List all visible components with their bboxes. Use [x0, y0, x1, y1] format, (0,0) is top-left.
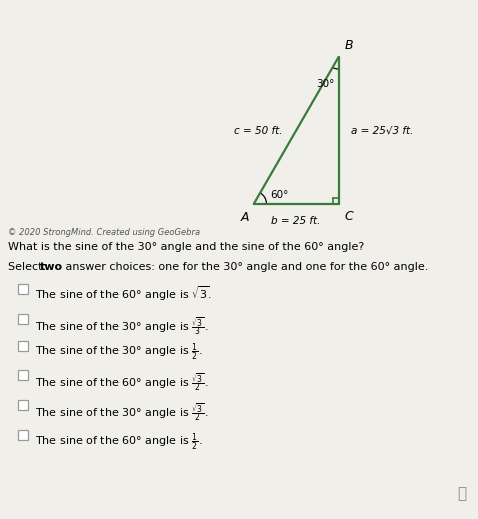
Bar	[18, 313, 28, 324]
Text: Select: Select	[8, 262, 46, 272]
Text: The sine of the 60° angle is $\frac{1}{2}$.: The sine of the 60° angle is $\frac{1}{2…	[35, 431, 202, 453]
Text: The sine of the 30° angle is $\frac{\sqrt{3}}{2}$.: The sine of the 30° angle is $\frac{\sqr…	[35, 401, 208, 424]
Text: C: C	[344, 210, 353, 223]
Text: The sine of the 30° angle is $\frac{1}{2}$.: The sine of the 30° angle is $\frac{1}{2…	[35, 342, 202, 363]
Text: B: B	[344, 39, 353, 52]
Bar	[18, 284, 28, 294]
Text: answer choices: one for the 30° angle and one for the 60° angle.: answer choices: one for the 30° angle an…	[62, 262, 428, 272]
Text: two: two	[40, 262, 63, 272]
Text: 60°: 60°	[271, 189, 289, 200]
Text: A: A	[241, 211, 250, 224]
Text: 👍: 👍	[457, 486, 467, 501]
Text: b = 25 ft.: b = 25 ft.	[272, 216, 321, 226]
Bar	[18, 430, 28, 440]
Text: c = 50 ft.: c = 50 ft.	[234, 126, 282, 135]
Bar	[18, 400, 28, 411]
Text: The sine of the 60° angle is $\frac{\sqrt{3}}{2}$.: The sine of the 60° angle is $\frac{\sqr…	[35, 372, 208, 393]
Text: The sine of the 60° angle is $\sqrt{3}$.: The sine of the 60° angle is $\sqrt{3}$.	[35, 285, 212, 304]
Bar	[18, 371, 28, 380]
Text: © 2020 StrongMind. Created using GeoGebra: © 2020 StrongMind. Created using GeoGebr…	[8, 228, 200, 237]
Text: a = 25√3 ft.: a = 25√3 ft.	[351, 126, 413, 135]
Bar	[18, 340, 28, 350]
Text: 30°: 30°	[316, 79, 334, 89]
Text: What is the sine of the 30° angle and the sine of the 60° angle?: What is the sine of the 30° angle and th…	[8, 242, 364, 252]
Text: The sine of the 30° angle is $\frac{\sqrt{3}}{3}$.: The sine of the 30° angle is $\frac{\sqr…	[35, 315, 208, 337]
